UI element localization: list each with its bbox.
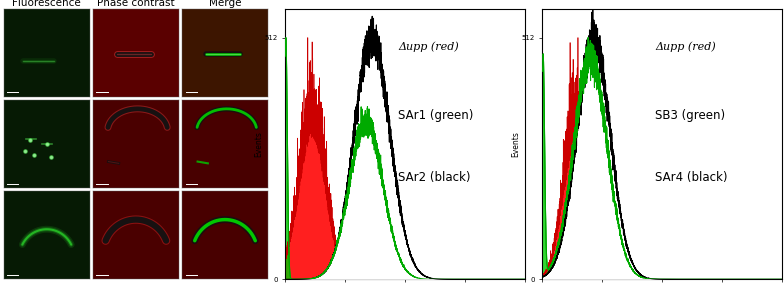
- Title: Merge: Merge: [209, 0, 241, 8]
- Title: Phase contrast: Phase contrast: [97, 0, 175, 8]
- Title: Fluorescence: Fluorescence: [13, 0, 81, 8]
- Point: [19, 149, 31, 153]
- Point: [24, 137, 36, 142]
- Text: Δ​upp (red): Δ​upp (red): [655, 41, 716, 52]
- Point: [45, 155, 57, 160]
- Text: SB3 (green): SB3 (green): [655, 109, 725, 122]
- Text: SAr1 (green): SAr1 (green): [398, 109, 474, 122]
- Point: [41, 142, 53, 146]
- Y-axis label: Events: Events: [511, 131, 521, 157]
- Point: [19, 149, 31, 153]
- Y-axis label: Events: Events: [254, 131, 263, 157]
- Text: SAr2 (black): SAr2 (black): [398, 171, 470, 184]
- Point: [41, 142, 53, 146]
- Text: Δ​upp (red): Δ​upp (red): [398, 41, 459, 52]
- Point: [45, 155, 57, 160]
- Point: [24, 137, 36, 142]
- Text: SAr4 (black): SAr4 (black): [655, 171, 728, 184]
- Point: [27, 152, 40, 157]
- Point: [27, 152, 40, 157]
